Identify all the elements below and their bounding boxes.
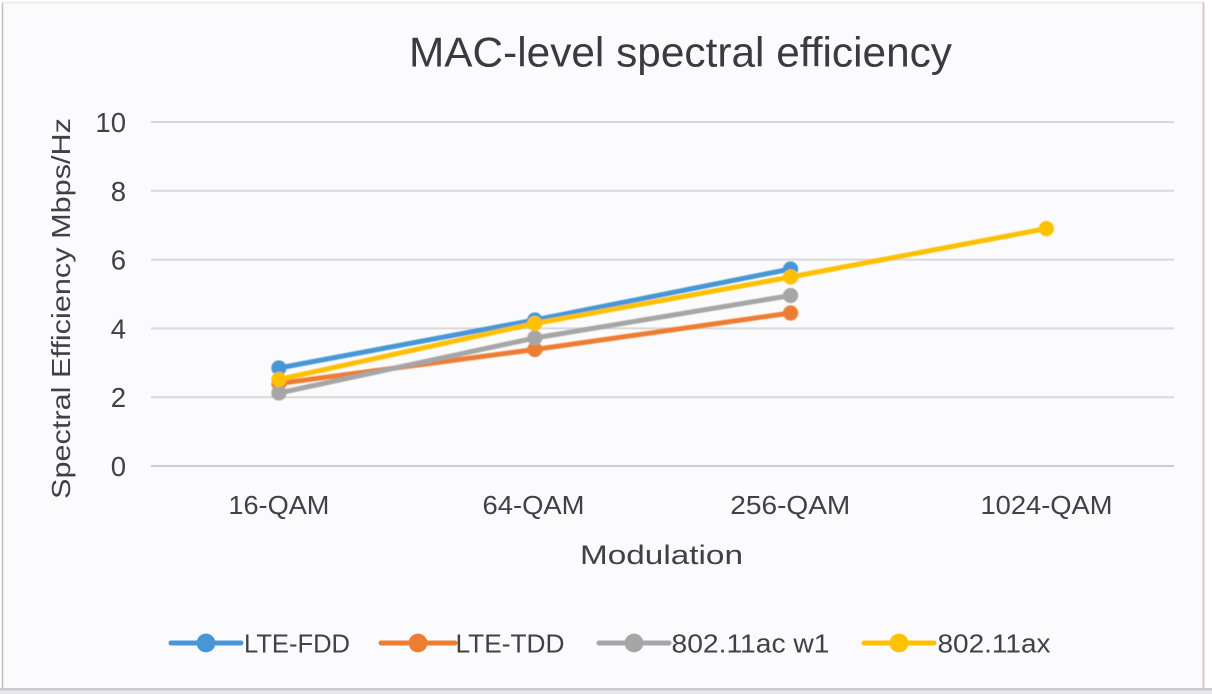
svg-text:Spectral Efficiency Mbps/Hz: Spectral Efficiency Mbps/Hz — [46, 118, 76, 499]
svg-text:10: 10 — [95, 107, 126, 138]
svg-text:802.11ac w1: 802.11ac w1 — [672, 631, 830, 659]
svg-text:0: 0 — [111, 451, 126, 482]
svg-text:Modulation: Modulation — [580, 540, 743, 570]
svg-text:8: 8 — [111, 176, 126, 207]
svg-text:1024-QAM: 1024-QAM — [981, 490, 1113, 520]
svg-text:256-QAM: 256-QAM — [730, 490, 850, 520]
svg-text:MAC-level spectral efficiency: MAC-level spectral efficiency — [409, 29, 952, 76]
svg-text:64-QAM: 64-QAM — [483, 490, 585, 520]
svg-text:16-QAM: 16-QAM — [228, 490, 329, 520]
svg-text:LTE-FDD: LTE-FDD — [244, 631, 350, 659]
svg-text:4: 4 — [111, 313, 126, 344]
svg-text:6: 6 — [111, 245, 126, 276]
svg-text:LTE-TDD: LTE-TDD — [456, 631, 565, 659]
svg-text:2: 2 — [111, 382, 126, 413]
svg-text:802.11ax: 802.11ax — [938, 631, 1051, 659]
